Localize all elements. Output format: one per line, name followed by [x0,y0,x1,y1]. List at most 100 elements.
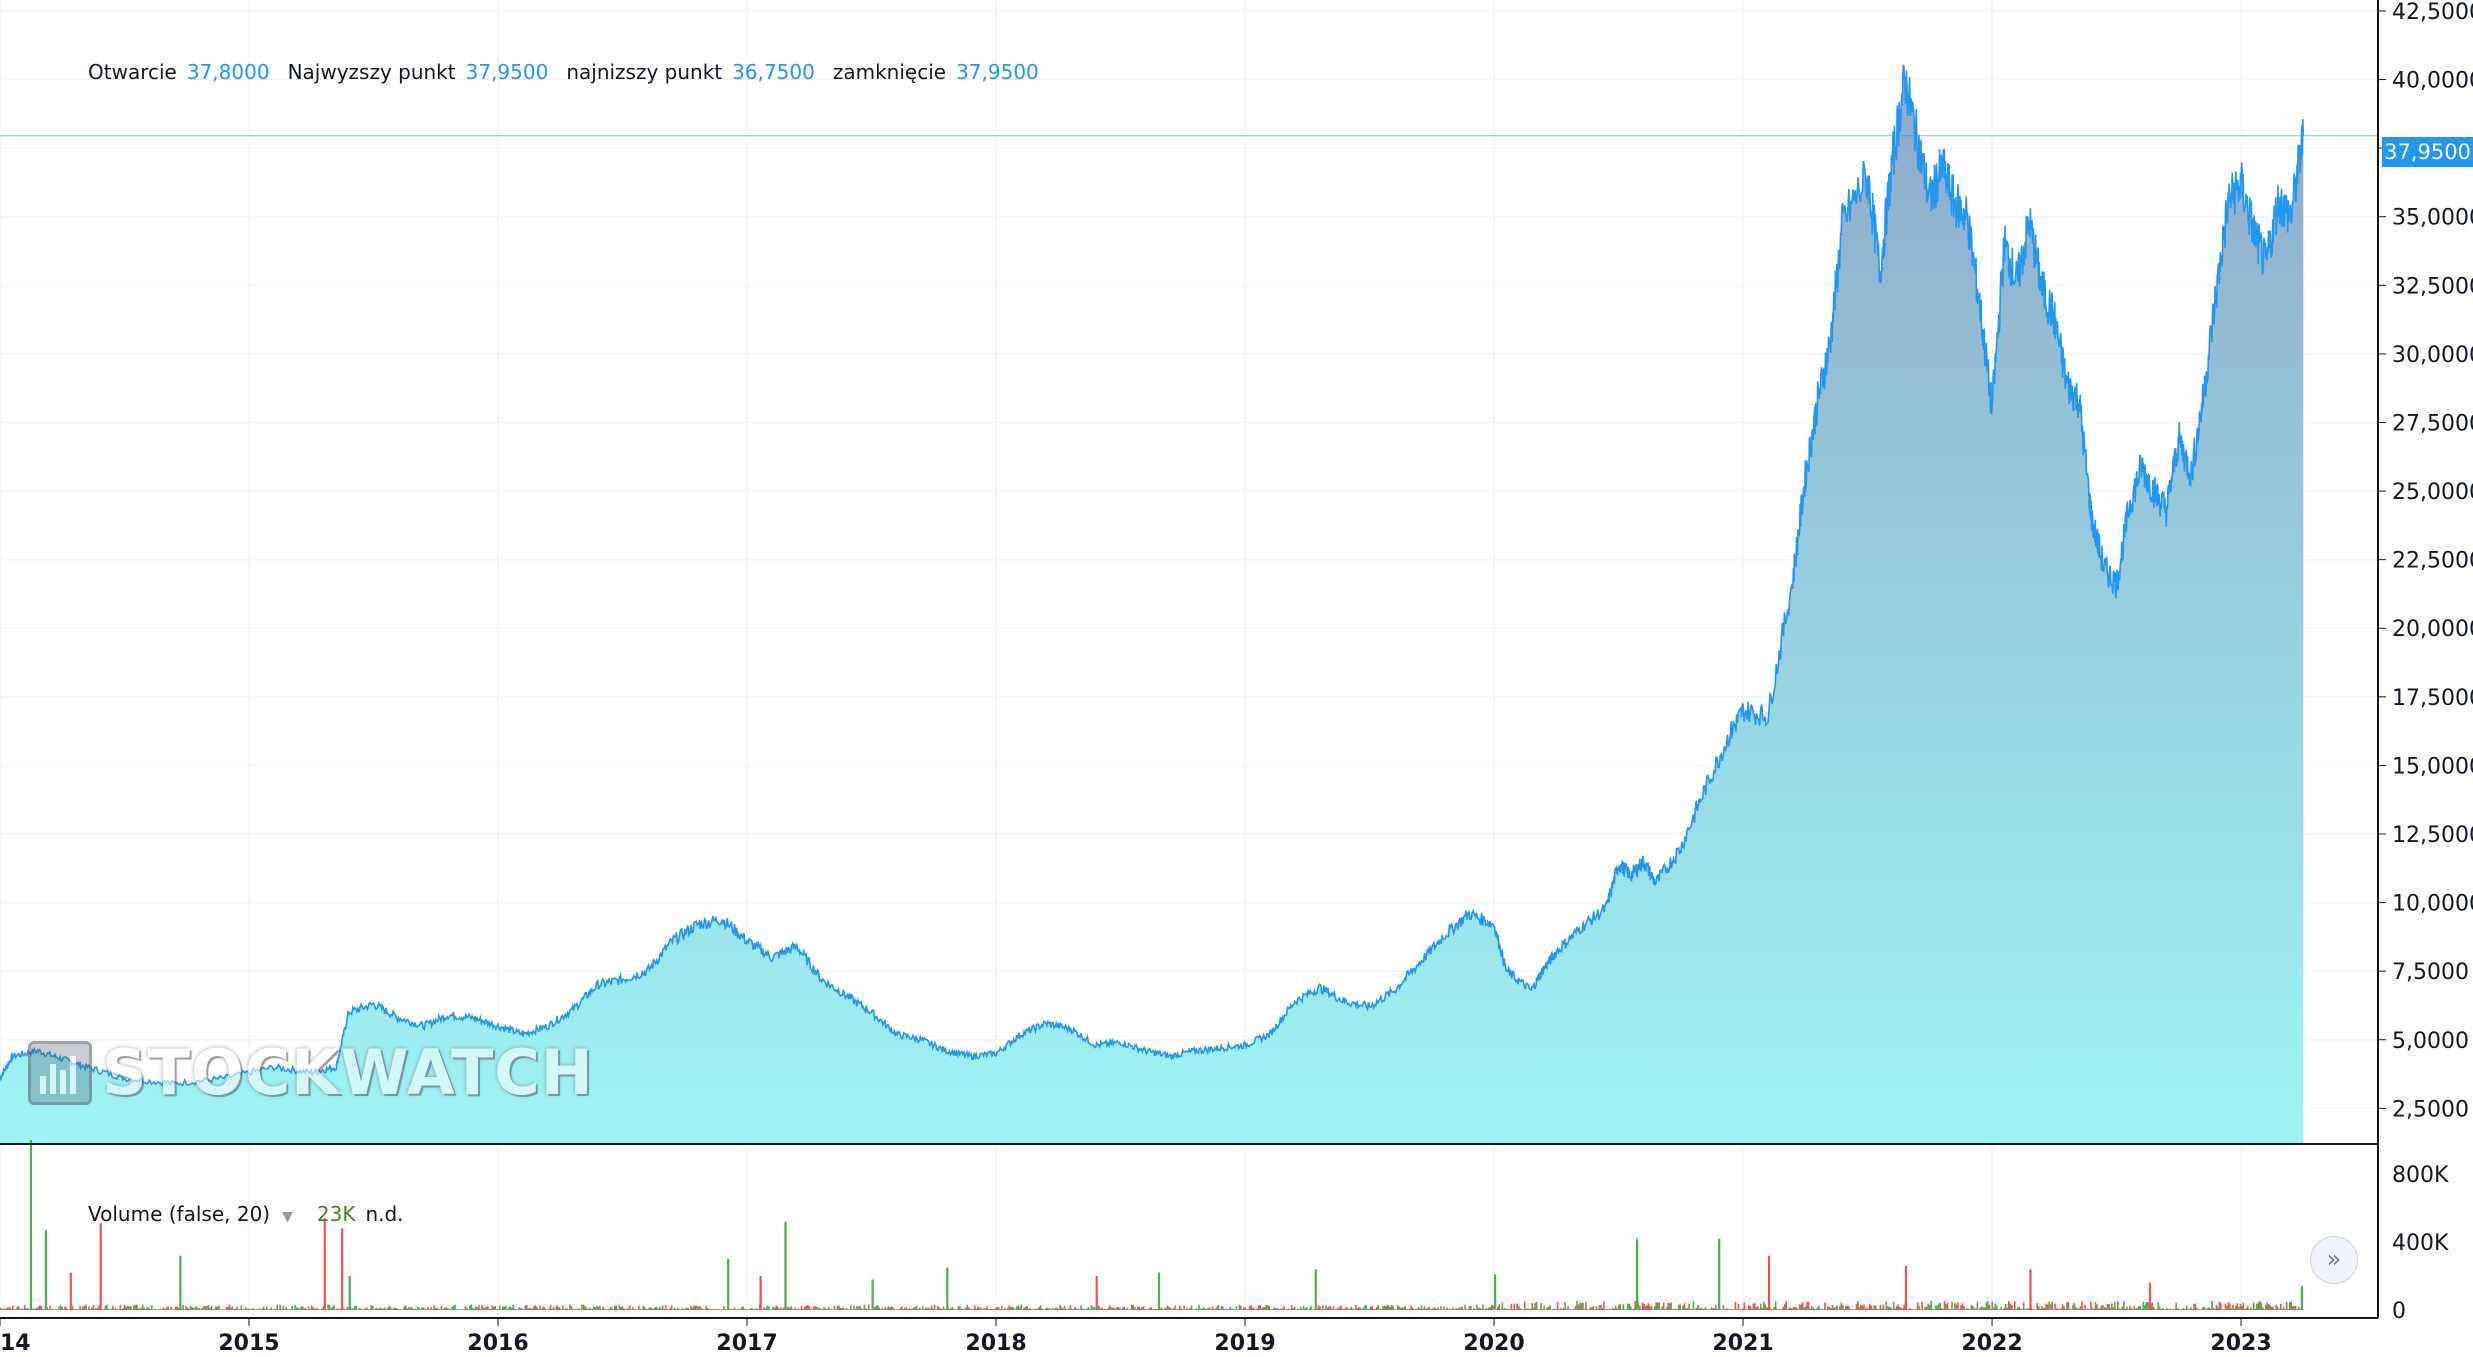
volume-bar [1074,1307,1076,1310]
volume-bar [206,1305,208,1310]
volume-bar [1574,1306,1577,1310]
volume-tick-label: 400K [2392,1231,2449,1256]
volume-bar [1192,1309,1194,1310]
high-value: 37,9500 [465,60,549,84]
scroll-to-realtime-button[interactable]: » [2310,1236,2358,1284]
volume-bar [2108,1304,2110,1310]
volume-bar [1985,1302,1988,1310]
volume-bar [1446,1307,1448,1310]
volume-bar [708,1309,710,1310]
volume-spike-bar [759,1276,762,1310]
volume-bar [2267,1304,2270,1310]
volume-bar [718,1309,721,1310]
volume-bar [730,1308,733,1310]
volume-bar [552,1306,555,1310]
volume-bar [155,1309,157,1310]
volume-bar [1670,1302,1672,1310]
volume-bar [236,1306,238,1310]
volume-bar [537,1309,540,1310]
volume-bar [1072,1309,1075,1310]
volume-bar [0,1307,2,1310]
volume-bar [561,1305,564,1310]
volume-bar [2100,1305,2103,1310]
volume-bar [2238,1306,2240,1310]
volume-bar [1637,1302,1640,1310]
volume-bar [406,1308,408,1310]
volume-bar [1113,1307,1115,1310]
volume-bar [611,1308,613,1310]
volume-bar [451,1307,453,1310]
volume-bar [2132,1309,2134,1310]
volume-bar [1930,1301,1932,1310]
volume-bar [487,1306,489,1310]
volume-bar [753,1309,755,1310]
volume-bar [1319,1306,1321,1310]
volume-spike-bar [2300,1286,2303,1310]
volume-bar [337,1308,340,1310]
volume-bar [1677,1304,1680,1310]
volume-bar [1066,1309,1069,1310]
volume-bar [1836,1305,1838,1310]
volume-bar [455,1309,458,1310]
volume-bar [794,1307,797,1310]
volume-bar [996,1307,999,1310]
volume-bar [1452,1307,1454,1310]
volume-bar [1259,1305,1262,1310]
volume-bar [1653,1306,1656,1310]
volume-bar [249,1309,252,1310]
volume-bar [1561,1309,1563,1310]
volume-bar [2293,1305,2295,1310]
volume-bar [959,1306,961,1310]
volume-bar [1501,1302,1504,1310]
volume-bar [1791,1308,1793,1310]
volume-bar [1954,1302,1956,1310]
price-axis[interactable]: 2,50005,00007,500010,000012,500015,00001… [2378,0,2473,1122]
volume-bar [2160,1309,2162,1310]
volume-bar [1045,1307,1048,1310]
chevron-down-icon[interactable]: ▼ [282,1209,293,1225]
volume-bar [764,1308,767,1310]
volume-legend[interactable]: Volume (false, 20) ▼ 23K n.d. [88,1202,404,1226]
double-chevron-right-icon[interactable]: » [2326,1245,2342,1273]
volume-bar [513,1308,516,1310]
volume-bar [1343,1309,1345,1310]
volume-bar [971,1309,973,1310]
volume-bar [254,1309,256,1310]
volume-bar [585,1307,588,1310]
volume-indicator-label[interactable]: Volume (false, 20) [88,1202,271,1226]
volume-bar [1588,1309,1590,1310]
volume-bar [1900,1307,1902,1310]
volume-bar [1994,1303,1997,1310]
volume-bar [1057,1309,1060,1310]
volume-bar [1325,1305,1327,1310]
volume-bar [2218,1301,2221,1310]
stockwatch-watermark: STOCKWATCH [28,1036,594,1109]
x-tick-label: 2022 [1961,1331,2022,1356]
volume-bar [886,1308,888,1310]
volume-bar [1139,1308,1142,1310]
volume-bar [1036,1308,1039,1310]
volume-bar [1008,1305,1011,1310]
volume-bar [1996,1305,1998,1310]
volume-bar [1414,1309,1417,1310]
volume-bar [1104,1308,1106,1310]
volume-bar [673,1308,676,1310]
volume-bar [457,1308,459,1310]
volume-bar [1495,1309,1498,1310]
volume-bar [315,1308,317,1310]
volume-bar [1174,1305,1176,1310]
volume-bar [1464,1305,1466,1310]
volume-bar [7,1307,10,1310]
volume-bar [1150,1307,1152,1310]
volume-bar [894,1309,897,1310]
volume-bar [1866,1307,1868,1310]
volume-bar [246,1308,249,1310]
volume-bar [1830,1308,1832,1310]
volume-bar [618,1304,621,1310]
volume-bar [2014,1301,2016,1310]
time-axis[interactable]: 14 2015 2016 2017 2018 2019 2020 2021 2022 2023 [0,1318,2272,1356]
volume-bar [797,1308,800,1310]
volume-bar [1420,1305,1423,1310]
volume-bar [150,1305,153,1310]
